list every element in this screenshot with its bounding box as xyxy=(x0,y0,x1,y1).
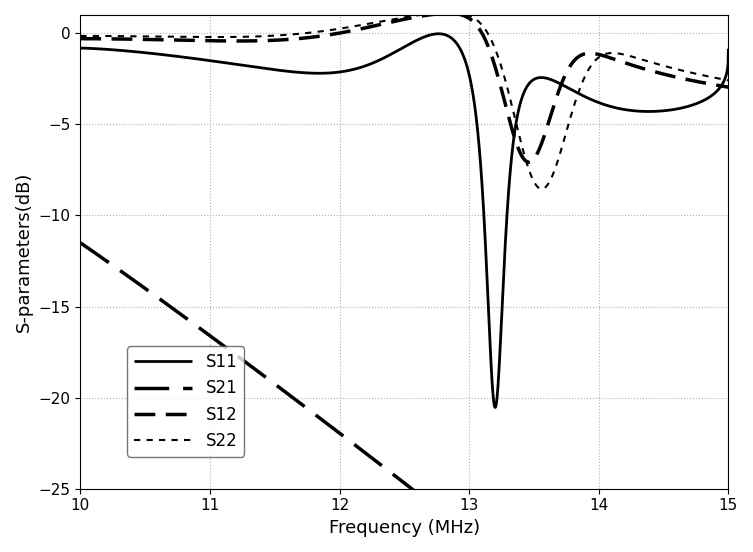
Y-axis label: S-parameters(dB): S-parameters(dB) xyxy=(15,172,33,332)
Legend: S11, S21, S12, S22: S11, S21, S12, S22 xyxy=(127,346,244,457)
X-axis label: Frequency (MHz): Frequency (MHz) xyxy=(329,519,480,537)
